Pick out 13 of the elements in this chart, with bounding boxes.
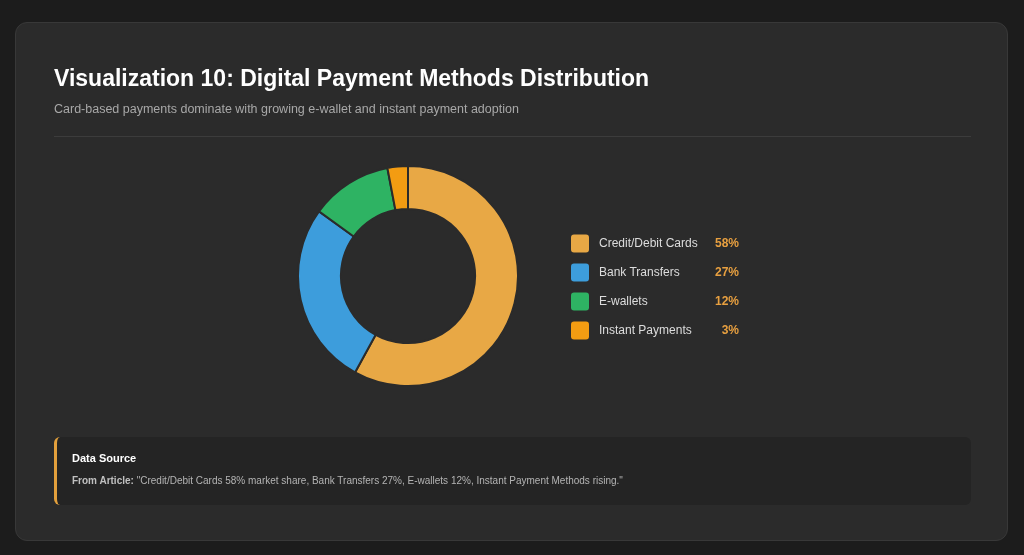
data-label: 3% bbox=[721, 322, 740, 337]
data-label: 12% bbox=[714, 293, 740, 308]
data-label: 27% bbox=[714, 264, 740, 279]
text: "Credit/Debit Cards 58% market share, Bank Transfers 27%, E-wallets 12%, Instant Payment Methods rising." bbox=[136, 475, 623, 486]
text: Data Source bbox=[72, 452, 137, 464]
legend-label: Bank Transfers bbox=[599, 264, 680, 279]
text: From Article: bbox=[72, 475, 134, 486]
data-label: 58% bbox=[714, 235, 740, 250]
chart-title: Visualization 10: Digital Payment Methods Distribution bbox=[54, 64, 650, 93]
legend-label: Instant Payments bbox=[599, 322, 692, 337]
legend-label: Credit/Debit Cards bbox=[599, 235, 698, 250]
legend-label: E-wallets bbox=[599, 293, 648, 308]
chart-subtitle: Card-based payments dominate with growing e-wallet and instant payment adoption bbox=[54, 101, 519, 117]
